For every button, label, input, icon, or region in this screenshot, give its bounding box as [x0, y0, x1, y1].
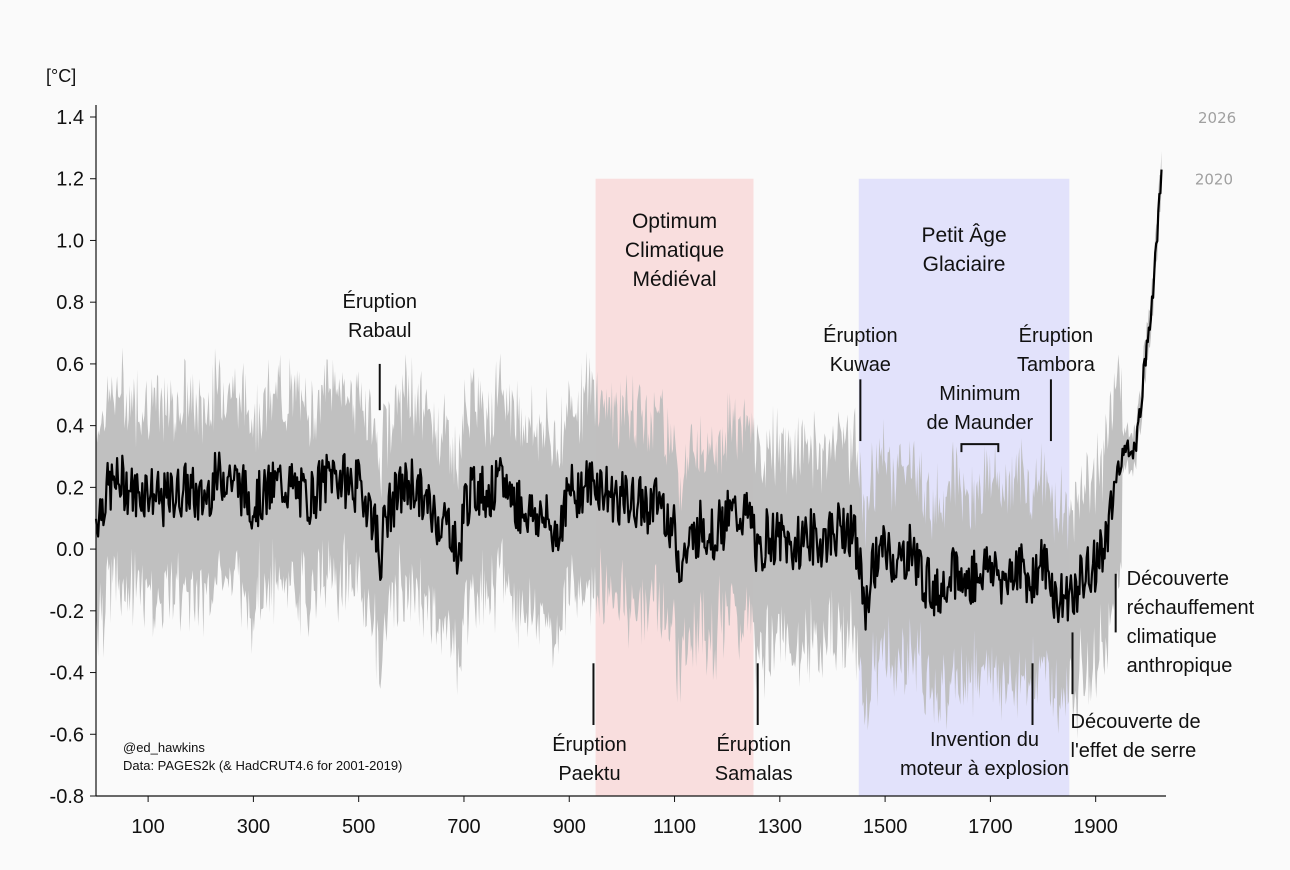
temperature-line	[94, 169, 1163, 631]
x-tick-label: 500	[342, 816, 375, 838]
y-tick-label: 1.4	[56, 107, 84, 129]
y-tick-label: 1.0	[56, 230, 84, 252]
y-tick-label: -0.6	[50, 724, 84, 746]
end-year-label-2020: 2020	[1195, 171, 1233, 189]
y-tick-label: 0.0	[56, 539, 84, 561]
x-tick-label: 1700	[968, 816, 1013, 838]
maunder-bracket	[960, 443, 1000, 453]
y-axis-label: [°C]	[46, 66, 76, 86]
annotation--ruption-paektu-line-0: Éruption	[552, 733, 627, 756]
annotation-d-couverte-r-chauffement-climatique-anthropique-line-2: climatique	[1127, 626, 1217, 648]
annotation--ruption-kuwae-line-1: Kuwae	[830, 354, 891, 376]
credit-source: Data: PAGES2k (& HadCRUT4.6 for 2001-201…	[123, 758, 402, 773]
x-tick-label: 300	[237, 816, 270, 838]
period-label-0-1: Climatique	[625, 239, 724, 262]
y-tick-label: 0.6	[56, 354, 84, 376]
x-tick-label: 700	[447, 816, 480, 838]
x-tick-label: 900	[553, 816, 586, 838]
x-tick-label: 1300	[758, 816, 803, 838]
period-label-1-1: Glaciaire	[923, 253, 1006, 276]
period-label-0-2: Médiéval	[633, 268, 717, 291]
y-tick-label: -0.4	[50, 663, 84, 685]
temperature-series	[94, 169, 1163, 631]
annotation--ruption-samalas-line-0: Éruption	[716, 733, 791, 756]
x-tick-label: 1900	[1073, 816, 1118, 838]
annotation--ruption-rabaul-line-0: Éruption	[342, 290, 417, 313]
uncertainty-band	[96, 151, 1162, 740]
annotation-d-couverte-de-l-effet-de-serre-line-1: l'effet de serre	[1071, 740, 1197, 762]
uncertainty-band-area	[96, 151, 1162, 740]
y-tick-label: 0.4	[56, 416, 84, 438]
x-tick-label: 1500	[863, 816, 908, 838]
y-tick-label: -0.8	[50, 786, 84, 808]
annotation--ruption-tambora-line-0: Éruption	[1019, 324, 1094, 347]
annotation-d-couverte-r-chauffement-climatique-anthropique-line-3: anthropique	[1127, 655, 1233, 677]
y-tick-label: 0.2	[56, 477, 84, 499]
x-tick-label: 1100	[653, 816, 696, 838]
y-tick-label: 1.2	[56, 169, 84, 191]
x-tick-label: 100	[131, 816, 164, 838]
period-label-0-0: Optimum	[632, 210, 717, 233]
annotation-d-couverte-r-chauffement-climatique-anthropique-line-0: Découverte	[1127, 568, 1229, 590]
annotations: 2026 2020 Éruption Rabaul Éruption Paektu Érup…	[342, 109, 1254, 785]
end-year-label-2026: 2026	[1198, 109, 1236, 127]
axes: 1.4 1.2 1.0 0.8 0.6 0.4 0.2 0.0 -0.2 -0.4 -0.6 -0.8…	[50, 105, 1166, 838]
credit-author: @ed_hawkins	[123, 740, 205, 755]
annotation-minimum-de-maunder-line-1: de Maunder	[926, 412, 1033, 434]
annotation--ruption-kuwae-line-0: Éruption	[823, 324, 898, 347]
annotation--ruption-tambora-line-1: Tambora	[1017, 354, 1096, 376]
y-tick-label: 0.8	[56, 292, 84, 314]
annotation-d-couverte-de-l-effet-de-serre-line-0: Découverte de	[1071, 711, 1201, 733]
annotation--ruption-paektu-line-1: Paektu	[558, 763, 620, 785]
annotation-minimum-de-maunder-line-0: Minimum	[939, 383, 1020, 405]
annotation--ruption-samalas-line-1: Samalas	[715, 763, 793, 785]
period-label-1-0: Petit Âge	[921, 224, 1006, 247]
y-tick-label: -0.2	[50, 601, 84, 623]
annotation--ruption-rabaul-line-1: Rabaul	[348, 320, 411, 342]
annotation-invention-du-moteur-explosion-line-1: moteur à explosion	[900, 758, 1069, 780]
annotation-d-couverte-r-chauffement-climatique-anthropique-line-1: réchauffement	[1127, 597, 1255, 619]
annotation-invention-du-moteur-explosion-line-0: Invention du	[930, 729, 1039, 751]
